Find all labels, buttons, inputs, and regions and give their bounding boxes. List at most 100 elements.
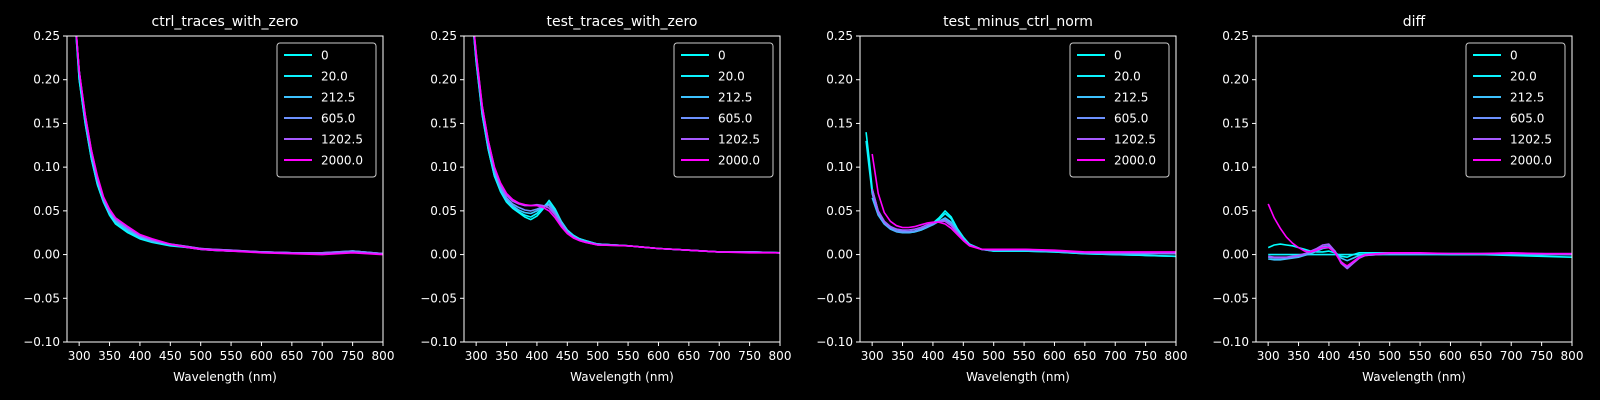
legend-label: 2000.0: [321, 154, 363, 168]
y-tick-label: −0.05: [816, 291, 853, 305]
y-tick-label: 0.25: [430, 29, 457, 43]
series-line-2000.0: [871, 153, 1176, 253]
y-tick-label: −0.10: [420, 335, 457, 349]
x-axis: 300 350 400 450 500 550 600 650 700 750 800: [1257, 342, 1584, 363]
y-tick-label: 0.20: [826, 73, 853, 87]
x-tick-label: 400: [1317, 349, 1340, 363]
legend-label: 2000.0: [718, 154, 760, 168]
legend-label: 1202.5: [718, 133, 760, 147]
x-tick-label: 750: [738, 349, 761, 363]
y-tick-label: 0.20: [430, 73, 457, 87]
y-tick-label: 0.00: [1222, 248, 1249, 262]
y-tick-label: 0.00: [33, 248, 60, 262]
y-tick-label: −0.05: [1212, 291, 1249, 305]
x-tick-label: 300: [68, 349, 91, 363]
legend-label: 0: [1114, 49, 1122, 63]
x-tick-label: 450: [556, 349, 579, 363]
x-tick-label: 400: [525, 349, 548, 363]
x-tick-label: 300: [1257, 349, 1280, 363]
legend-label: 2000.0: [1114, 154, 1156, 168]
legend-label: 1202.5: [1114, 133, 1156, 147]
x-tick-label: 350: [891, 349, 914, 363]
legend-label: 212.5: [718, 91, 752, 105]
chart-ctrl-traces-with-zero: ctrl_traces_with_zero 0.250.200.150.100.…: [23, 14, 395, 384]
chart-test-traces-with-zero: test_traces_with_zero 0.250.200.150.100.…: [420, 14, 791, 384]
legend-label: 20.0: [321, 70, 348, 84]
y-tick-label: 0.25: [33, 29, 60, 43]
x-tick-label: 350: [98, 349, 121, 363]
chart-title: diff: [1403, 14, 1426, 30]
chart-title: test_traces_with_zero: [547, 14, 698, 30]
x-tick-label: 700: [1500, 349, 1523, 363]
x-tick-label: 650: [1073, 349, 1096, 363]
x-axis-label: Wavelength (nm): [173, 370, 277, 384]
series-layer: [865, 132, 1176, 258]
x-tick-label: 450: [952, 349, 975, 363]
y-tick-label: 0.10: [1222, 160, 1249, 174]
y-tick-label: 0.15: [430, 116, 457, 130]
y-tick-label: 0.15: [826, 116, 853, 130]
y-tick-label: 0.10: [33, 160, 60, 174]
y-tick-label: −0.10: [23, 335, 60, 349]
x-tick-label: 800: [1561, 349, 1584, 363]
series-layer: [1267, 203, 1572, 270]
legend-label: 1202.5: [321, 133, 363, 147]
y-axis: 0.25 0.20 0.15 0.10 0.05 0.00 −0.05 −0.10: [1212, 29, 1256, 349]
x-tick-label: 400: [128, 349, 151, 363]
plot-frame: [66, 35, 384, 343]
x-tick-label: 450: [1348, 349, 1371, 363]
y-tick-label: 0.20: [1222, 73, 1249, 87]
legend-label: 0: [321, 49, 329, 63]
y-axis: 0.25 0.20 0.15 0.10 0.05 0.00 −0.05 −0.10: [816, 29, 860, 349]
legend-label: 0: [718, 49, 726, 63]
y-tick-label: 0.05: [430, 204, 457, 218]
x-tick-label: 300: [465, 349, 488, 363]
x-tick-label: 400: [921, 349, 944, 363]
x-tick-label: 800: [372, 349, 395, 363]
y-tick-label: 0.05: [1222, 204, 1249, 218]
x-tick-label: 350: [495, 349, 518, 363]
legend-label: 1202.5: [1510, 133, 1552, 147]
y-tick-label: 0.15: [33, 116, 60, 130]
y-tick-label: 0.00: [430, 248, 457, 262]
x-tick-label: 350: [1287, 349, 1310, 363]
y-axis: 0.25 0.20 0.15 0.10 0.05 0.00 −0.05 −0.10: [23, 29, 67, 349]
legend-label: 605.0: [321, 112, 355, 126]
x-tick-label: 800: [1165, 349, 1188, 363]
x-tick-label: 500: [982, 349, 1005, 363]
y-tick-label: 0.20: [33, 73, 60, 87]
x-tick-label: 750: [341, 349, 364, 363]
series-line-1202.5: [871, 188, 1176, 254]
chart-diff: diff 0.250.200.150.100.050.00−0.05−0.10 …: [1212, 14, 1583, 384]
legend-label: 20.0: [1114, 70, 1141, 84]
y-tick-label: 0.10: [826, 160, 853, 174]
legend-label: 212.5: [1114, 91, 1148, 105]
legend: 0 20.0 212.5 605.0 1202.5 2000.0: [673, 42, 774, 178]
x-tick-label: 700: [1104, 349, 1127, 363]
x-tick-label: 750: [1530, 349, 1553, 363]
x-tick-label: 750: [1134, 349, 1157, 363]
chart-test-minus-ctrl-norm: test_minus_ctrl_norm 0.25 0.20 0.15 0.10 0.0…: [816, 14, 1187, 384]
y-tick-label: −0.10: [816, 335, 853, 349]
x-axis: 300 350 400 450 500 550 600 650 700 750 800: [861, 342, 1188, 363]
legend-label: 0: [1510, 49, 1518, 63]
legend: 0 20.0 212.5 605.0 1202.5 2000.0: [276, 42, 377, 178]
x-tick-label: 500: [189, 349, 212, 363]
y-tick-label: 0.15: [1222, 116, 1249, 130]
x-tick-label: 550: [1409, 349, 1432, 363]
x-tick-label: 650: [280, 349, 303, 363]
legend-label: 212.5: [1510, 91, 1544, 105]
legend-label: 605.0: [718, 112, 752, 126]
y-tick-label: 0.05: [826, 204, 853, 218]
x-axis-label: Wavelength (nm): [966, 370, 1070, 384]
x-axis: 300 350 400 450 500 550 600 650 700 750 800: [465, 342, 791, 363]
y-tick-label: 0.25: [1222, 29, 1249, 43]
x-tick-label: 650: [1469, 349, 1492, 363]
y-tick-label: 0.00: [826, 248, 853, 262]
y-tick-label: −0.05: [420, 291, 457, 305]
x-tick-label: 700: [708, 349, 731, 363]
x-tick-label: 600: [1439, 349, 1462, 363]
x-tick-label: 600: [250, 349, 273, 363]
x-tick-label: 600: [647, 349, 670, 363]
